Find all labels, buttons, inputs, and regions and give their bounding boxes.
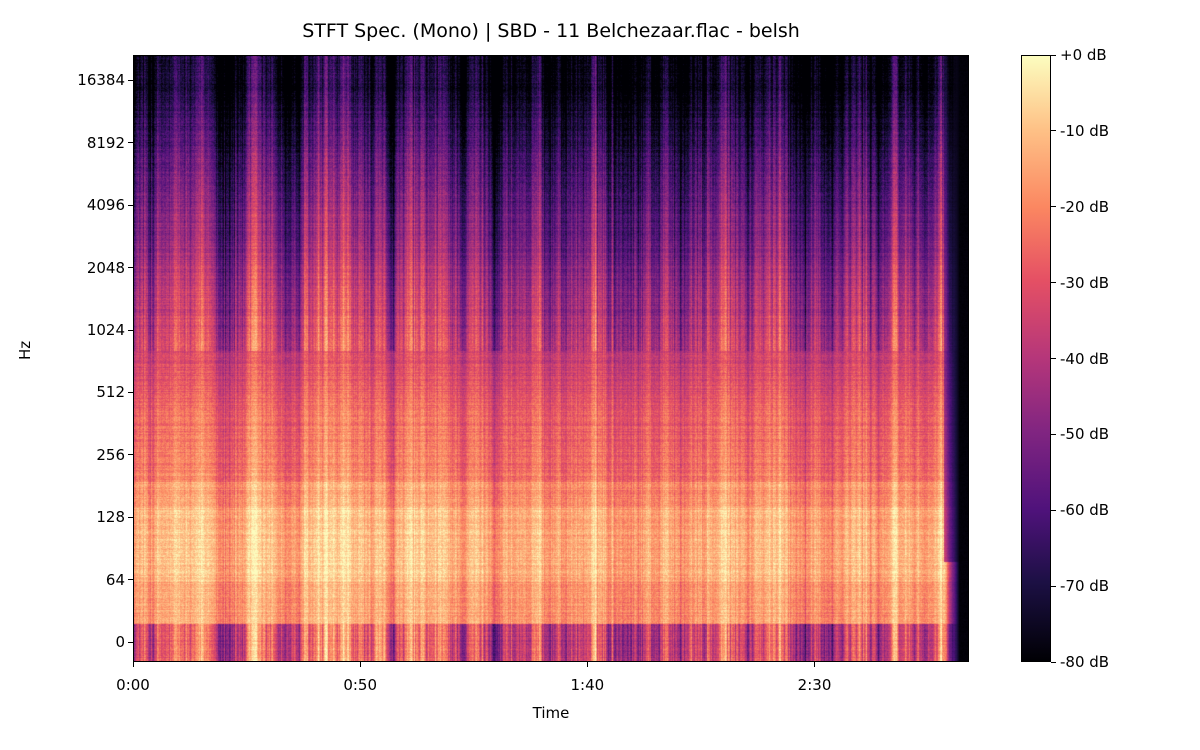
y-tick-mark (128, 204, 133, 206)
y-tick-label: 1024 (86, 321, 125, 339)
y-tick-mark (128, 267, 133, 269)
x-axis-label: Time (532, 704, 570, 722)
colorbar-tick-label: -30 dB (1060, 273, 1110, 292)
y-tick-mark (128, 641, 133, 643)
spectrogram-plot-area (133, 55, 969, 662)
y-tick-label: 4096 (86, 196, 125, 215)
colorbar-tick-label: -80 dB (1060, 653, 1110, 671)
x-tick-label: 0:50 (343, 676, 378, 694)
y-tick-mark (128, 79, 133, 81)
y-tick-label: 16384 (77, 71, 125, 90)
y-tick-mark (128, 516, 133, 518)
colorbar-tick-label: -20 dB (1060, 197, 1110, 216)
y-tick-mark (128, 579, 133, 581)
colorbar-tick-mark (1051, 206, 1056, 208)
x-tick-label: 1:40 (570, 676, 605, 694)
colorbar-tick-label: -40 dB (1060, 349, 1110, 368)
x-tick-mark (814, 662, 816, 667)
colorbar-tick-label: -10 dB (1060, 121, 1110, 140)
colorbar-tick-mark (1051, 585, 1056, 587)
y-tick-mark (128, 329, 133, 331)
y-tick-label: 0 (115, 633, 125, 651)
y-tick-mark (128, 391, 133, 393)
y-tick-label: 8192 (86, 133, 125, 152)
colorbar-tick-mark (1051, 509, 1056, 511)
colorbar-tick-mark (1051, 358, 1056, 359)
y-tick-label: 256 (96, 445, 125, 464)
colorbar-tick-label: -60 dB (1060, 501, 1110, 520)
colorbar-tick-mark (1051, 130, 1056, 132)
spectrogram-heatmap (134, 56, 968, 661)
y-tick-mark (128, 142, 133, 144)
y-tick-label: 512 (96, 383, 125, 402)
x-tick-mark (359, 662, 361, 667)
y-tick-label: 128 (96, 508, 125, 527)
colorbar-tick-label: +0 dB (1060, 46, 1107, 64)
x-tick-mark (586, 662, 588, 667)
x-tick-label: 0:00 (116, 676, 150, 694)
chart-title: STFT Spec. (Mono) | SBD - 11 Belchezaar.… (302, 20, 800, 42)
colorbar-tick-label: -50 dB (1060, 425, 1110, 444)
y-tick-label: 2048 (86, 258, 125, 277)
colorbar-tick-mark (1051, 54, 1056, 56)
colorbar-tick-mark (1051, 661, 1056, 663)
colorbar-tick-label: -70 dB (1060, 577, 1110, 596)
y-tick-label: 64 (105, 570, 125, 589)
x-tick-label: 2:30 (797, 676, 832, 694)
colorbar (1021, 55, 1051, 662)
colorbar-tick-mark (1051, 433, 1056, 435)
y-axis-label: Hz (16, 340, 34, 360)
y-tick-mark (128, 454, 133, 456)
x-tick-mark (132, 662, 134, 667)
colorbar-tick-mark (1051, 282, 1056, 284)
